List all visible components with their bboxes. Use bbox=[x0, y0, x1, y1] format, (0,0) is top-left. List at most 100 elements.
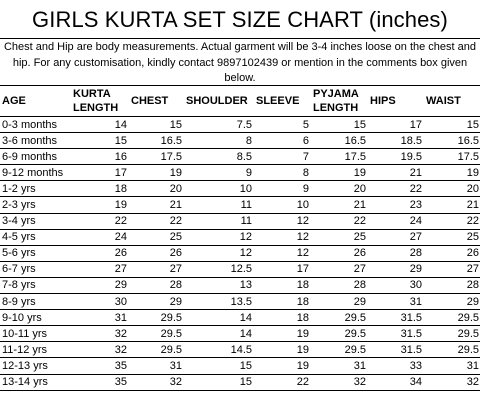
column-header-waist: WAIST bbox=[424, 86, 480, 117]
cell-pyjama-length: 17.5 bbox=[311, 148, 368, 166]
cell-waist: 32 bbox=[424, 373, 480, 391]
cell-age: 7-8 yrs bbox=[0, 276, 71, 295]
column-header-age: AGE bbox=[0, 86, 71, 117]
cell-shoulder: 11 bbox=[184, 196, 254, 214]
table-row: 0-3 months 14 15 7.5 5 15 17 15 bbox=[0, 115, 480, 134]
cell-chest: 19 bbox=[129, 164, 184, 182]
cell-sleeve: 19 bbox=[254, 325, 311, 343]
cell-waist: 29.5 bbox=[424, 341, 480, 359]
cell-kurta-length: 31 bbox=[71, 309, 129, 327]
cell-age: 8-9 yrs bbox=[0, 293, 71, 311]
cell-hips: 33 bbox=[368, 357, 424, 375]
cell-chest: 15 bbox=[129, 115, 184, 134]
cell-kurta-length: 17 bbox=[71, 164, 129, 182]
cell-shoulder: 10 bbox=[184, 180, 254, 198]
cell-kurta-length: 27 bbox=[71, 260, 129, 278]
table-row: 1-2 yrs 18 20 10 9 20 22 20 bbox=[0, 180, 480, 198]
table-row: 10-11 yrs 32 29.5 14 19 29.5 31.5 29.5 bbox=[0, 325, 480, 343]
cell-pyjama-length: 29 bbox=[311, 293, 368, 311]
cell-hips: 29 bbox=[368, 260, 424, 278]
cell-hips: 28 bbox=[368, 244, 424, 262]
cell-kurta-length: 32 bbox=[71, 325, 129, 343]
table-row: 6-9 months 16 17.5 8.5 7 17.5 19.5 17.5 bbox=[0, 148, 480, 166]
cell-pyjama-length: 25 bbox=[311, 228, 368, 246]
cell-waist: 15 bbox=[424, 115, 480, 134]
cell-hips: 19.5 bbox=[368, 148, 424, 166]
cell-kurta-length: 32 bbox=[71, 341, 129, 359]
cell-chest: 25 bbox=[129, 228, 184, 246]
cell-shoulder: 12.5 bbox=[184, 260, 254, 278]
cell-chest: 32 bbox=[129, 373, 184, 391]
cell-pyjama-length: 27 bbox=[311, 260, 368, 278]
cell-age: 9-10 yrs bbox=[0, 309, 71, 327]
cell-sleeve: 19 bbox=[254, 341, 311, 359]
cell-age: 9-12 months bbox=[0, 164, 71, 182]
cell-chest: 29.5 bbox=[129, 341, 184, 359]
cell-shoulder: 7.5 bbox=[184, 115, 254, 134]
cell-age: 1-2 yrs bbox=[0, 180, 71, 198]
cell-hips: 23 bbox=[368, 196, 424, 214]
chart-title: GIRLS KURTA SET SIZE CHART (inches) bbox=[0, 0, 480, 39]
cell-hips: 27 bbox=[368, 228, 424, 246]
cell-age: 2-3 yrs bbox=[0, 196, 71, 214]
cell-sleeve: 18 bbox=[254, 276, 311, 295]
cell-shoulder: 13 bbox=[184, 276, 254, 295]
cell-waist: 31 bbox=[424, 357, 480, 375]
cell-kurta-length: 29 bbox=[71, 276, 129, 295]
cell-pyjama-length: 19 bbox=[311, 164, 368, 182]
cell-kurta-length: 18 bbox=[71, 180, 129, 198]
cell-sleeve: 8 bbox=[254, 164, 311, 182]
table-row: 6-7 yrs 27 27 12.5 17 27 29 27 bbox=[0, 260, 480, 278]
cell-waist: 27 bbox=[424, 260, 480, 278]
cell-waist: 29.5 bbox=[424, 325, 480, 343]
cell-waist: 28 bbox=[424, 276, 480, 295]
cell-shoulder: 15 bbox=[184, 373, 254, 391]
cell-age: 10-11 yrs bbox=[0, 325, 71, 343]
table-row: 9-10 yrs 31 29.5 14 18 29.5 31.5 29.5 bbox=[0, 309, 480, 327]
cell-shoulder: 11 bbox=[184, 212, 254, 230]
cell-shoulder: 12 bbox=[184, 228, 254, 246]
cell-hips: 22 bbox=[368, 180, 424, 198]
table-row: 3-4 yrs 22 22 11 12 22 24 22 bbox=[0, 212, 480, 230]
cell-age: 6-9 months bbox=[0, 148, 71, 166]
cell-sleeve: 12 bbox=[254, 244, 311, 262]
cell-chest: 16.5 bbox=[129, 132, 184, 150]
cell-chest: 17.5 bbox=[129, 148, 184, 166]
cell-waist: 21 bbox=[424, 196, 480, 214]
cell-sleeve: 12 bbox=[254, 212, 311, 230]
cell-hips: 18.5 bbox=[368, 132, 424, 150]
cell-chest: 29.5 bbox=[129, 309, 184, 327]
size-table-body: 0-3 months 14 15 7.5 5 15 17 15 3-6 months 15 16.5… bbox=[0, 115, 480, 391]
cell-sleeve: 5 bbox=[254, 115, 311, 134]
cell-shoulder: 14 bbox=[184, 325, 254, 343]
table-row: 3-6 months 15 16.5 8 6 16.5 18.5 16.5 bbox=[0, 132, 480, 150]
measurement-note: Chest and Hip are body measurements. Act… bbox=[0, 39, 480, 86]
cell-shoulder: 9 bbox=[184, 164, 254, 182]
table-row: 2-3 yrs 19 21 11 10 21 23 21 bbox=[0, 196, 480, 214]
cell-sleeve: 18 bbox=[254, 309, 311, 327]
cell-waist: 29.5 bbox=[424, 309, 480, 327]
cell-shoulder: 8.5 bbox=[184, 148, 254, 166]
cell-sleeve: 18 bbox=[254, 293, 311, 311]
cell-kurta-length: 16 bbox=[71, 148, 129, 166]
cell-chest: 20 bbox=[129, 180, 184, 198]
cell-waist: 16.5 bbox=[424, 132, 480, 150]
table-row: 11-12 yrs 32 29.5 14.5 19 29.5 31.5 29.5 bbox=[0, 341, 480, 359]
cell-sleeve: 7 bbox=[254, 148, 311, 166]
cell-hips: 31 bbox=[368, 293, 424, 311]
table-header-row: AGE KURTA LENGTH CHEST SHOULDER SLEEVE P… bbox=[0, 86, 480, 117]
cell-kurta-length: 24 bbox=[71, 228, 129, 246]
cell-age: 12-13 yrs bbox=[0, 357, 71, 375]
cell-chest: 22 bbox=[129, 212, 184, 230]
cell-hips: 17 bbox=[368, 115, 424, 134]
cell-age: 3-6 months bbox=[0, 132, 71, 150]
cell-sleeve: 10 bbox=[254, 196, 311, 214]
table-row: 4-5 yrs 24 25 12 12 25 27 25 bbox=[0, 228, 480, 246]
cell-kurta-length: 35 bbox=[71, 373, 129, 391]
cell-chest: 27 bbox=[129, 260, 184, 278]
cell-hips: 31.5 bbox=[368, 341, 424, 359]
cell-kurta-length: 26 bbox=[71, 244, 129, 262]
cell-hips: 31.5 bbox=[368, 325, 424, 343]
cell-chest: 29 bbox=[129, 293, 184, 311]
table-row: 7-8 yrs 29 28 13 18 28 30 28 bbox=[0, 276, 480, 295]
